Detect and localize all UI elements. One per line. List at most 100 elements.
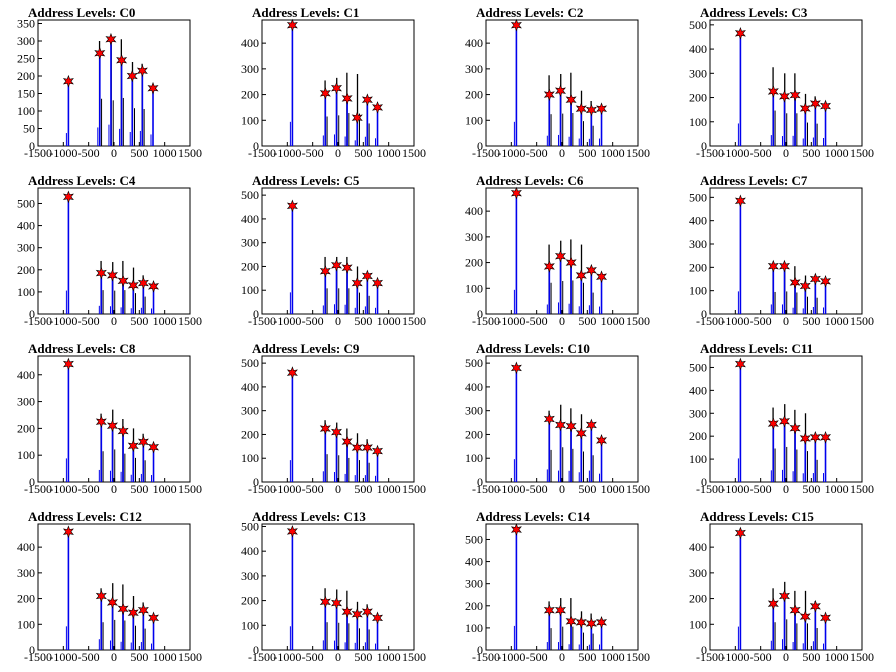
y-tick-label: 300 bbox=[689, 566, 707, 580]
x-tick-label: -1500 bbox=[24, 482, 52, 496]
peak-marker bbox=[136, 64, 148, 78]
histogram-panel: Address Levels: C3 0 100 200 300 400 500 -1500-… bbox=[672, 0, 896, 168]
x-tick-label: -500 bbox=[526, 314, 548, 328]
x-tick-label: -1000 bbox=[49, 314, 77, 328]
histogram-panel: Address Levels: C10 0 100 200 300 400 500 -1500… bbox=[448, 336, 672, 504]
y-tick-label: 300 bbox=[689, 406, 707, 420]
peak-marker bbox=[543, 88, 555, 101]
x-tick-label: -1500 bbox=[24, 650, 52, 664]
x-tick-label: 1000 bbox=[601, 482, 625, 496]
peak-marker bbox=[372, 101, 384, 114]
x-tick-label: 1000 bbox=[825, 314, 849, 328]
peak-marker bbox=[734, 526, 746, 540]
x-tick-label: -1000 bbox=[721, 314, 749, 328]
peak-marker bbox=[778, 259, 790, 273]
x-tick-label: -1000 bbox=[273, 650, 301, 664]
peak-marker bbox=[117, 602, 129, 616]
panel-title: Address Levels: C4 bbox=[28, 173, 136, 188]
y-tick-label: 300 bbox=[17, 395, 35, 409]
peak-marker bbox=[596, 102, 608, 116]
x-tick-label: -500 bbox=[78, 314, 100, 328]
x-tick-label: 500 bbox=[130, 482, 148, 496]
peak-marker bbox=[351, 441, 363, 454]
y-tick-label: 500 bbox=[689, 18, 707, 32]
peak-marker bbox=[286, 199, 298, 213]
y-tick-label: 200 bbox=[241, 427, 259, 441]
y-tick-label: 400 bbox=[465, 555, 483, 569]
histogram-plot: 0 100 200 300 400 500 -1500-1000 -500 0 500 1000 15… bbox=[465, 523, 650, 664]
y-tick-label: 0 bbox=[29, 475, 35, 489]
histogram-panel: Address Levels: C5 0 100 200 300 400 500 -1500-… bbox=[224, 168, 448, 336]
y-tick-label: 200 bbox=[465, 599, 483, 613]
x-tick-label: 0 bbox=[559, 482, 565, 496]
peak-marker bbox=[319, 86, 331, 100]
panel-title: Address Levels: C2 bbox=[476, 5, 584, 20]
peak-marker bbox=[361, 269, 373, 283]
y-tick-label: 200 bbox=[689, 260, 707, 274]
plot-frame bbox=[37, 187, 191, 315]
peak-marker bbox=[820, 430, 832, 444]
plot-frame bbox=[485, 355, 639, 483]
histogram-plot: 0 100 200 300 400 -1500-1000 -500 0 500 1000 1500 bbox=[465, 18, 650, 160]
y-tick-label: 400 bbox=[241, 36, 259, 50]
y-tick-label: 300 bbox=[465, 62, 483, 76]
peak-marker bbox=[62, 74, 74, 88]
peak-marker bbox=[820, 99, 832, 113]
x-tick-label: -500 bbox=[302, 314, 324, 328]
peak-marker bbox=[543, 412, 555, 426]
x-tick-label: 500 bbox=[354, 146, 372, 160]
histogram-plot: 0 50 100 150 200 250 300 350 -1500-1000 -500 0 500 1… bbox=[17, 17, 202, 161]
x-tick-label: -1500 bbox=[696, 650, 724, 664]
x-tick-label: 1500 bbox=[626, 650, 650, 664]
y-tick-label: 0 bbox=[253, 307, 259, 321]
peak-marker bbox=[137, 435, 149, 449]
x-tick-label: 1000 bbox=[153, 482, 177, 496]
peak-marker bbox=[596, 270, 608, 284]
x-tick-label: -1500 bbox=[24, 314, 52, 328]
peak-marker bbox=[341, 435, 353, 448]
x-tick-label: 1500 bbox=[626, 482, 650, 496]
x-tick-label: -500 bbox=[78, 146, 100, 160]
peak-marker bbox=[106, 268, 118, 282]
x-tick-label: -500 bbox=[302, 650, 324, 664]
x-tick-label: 1500 bbox=[178, 650, 202, 664]
plot-frame bbox=[709, 19, 863, 147]
peak-marker bbox=[330, 425, 342, 439]
y-tick-label: 200 bbox=[689, 429, 707, 443]
y-tick-label: 500 bbox=[17, 196, 35, 210]
plot-frame bbox=[709, 523, 863, 651]
y-tick-label: 100 bbox=[17, 448, 35, 462]
x-tick-label: 500 bbox=[802, 482, 820, 496]
y-tick-label: 300 bbox=[17, 34, 35, 48]
peak-marker bbox=[820, 274, 832, 288]
x-tick-label: -500 bbox=[750, 482, 772, 496]
peak-marker bbox=[361, 605, 373, 619]
y-tick-label: 0 bbox=[253, 475, 259, 489]
x-tick-label: 1500 bbox=[402, 146, 426, 160]
x-tick-label: 500 bbox=[578, 314, 596, 328]
peak-marker bbox=[330, 258, 342, 272]
peak-marker bbox=[372, 611, 384, 625]
y-tick-label: 400 bbox=[465, 36, 483, 50]
panel-title: Address Levels: C0 bbox=[28, 5, 136, 20]
y-tick-label: 200 bbox=[241, 594, 259, 608]
peak-marker bbox=[148, 440, 160, 454]
y-tick-label: 200 bbox=[465, 88, 483, 102]
x-tick-label: -500 bbox=[302, 146, 324, 160]
peak-marker bbox=[330, 596, 342, 610]
peak-marker bbox=[147, 81, 159, 95]
x-tick-label: 1000 bbox=[377, 482, 401, 496]
x-tick-label: 1500 bbox=[626, 146, 650, 160]
x-tick-label: 0 bbox=[559, 314, 565, 328]
x-tick-label: 0 bbox=[335, 314, 341, 328]
peak-marker bbox=[799, 279, 811, 293]
x-tick-label: -1000 bbox=[49, 146, 77, 160]
histogram-panel: Address Levels: C6 0 100 200 300 400 -1500 -100… bbox=[448, 168, 672, 336]
y-tick-label: 500 bbox=[241, 519, 259, 533]
y-tick-label: 500 bbox=[241, 356, 259, 370]
y-tick-label: 0 bbox=[701, 139, 707, 153]
x-tick-label: 0 bbox=[111, 482, 117, 496]
x-tick-label: 0 bbox=[783, 650, 789, 664]
peak-marker bbox=[565, 419, 577, 433]
y-tick-label: 300 bbox=[241, 404, 259, 418]
